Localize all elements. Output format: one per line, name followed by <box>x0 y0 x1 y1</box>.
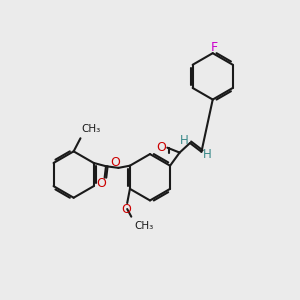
Text: O: O <box>156 141 166 154</box>
Text: O: O <box>122 202 132 215</box>
Text: CH₃: CH₃ <box>82 124 101 134</box>
Text: CH₃: CH₃ <box>134 221 153 231</box>
Text: O: O <box>110 157 120 169</box>
Text: O: O <box>96 177 106 190</box>
Text: F: F <box>211 41 218 54</box>
Text: H: H <box>180 134 188 147</box>
Text: H: H <box>203 148 212 161</box>
